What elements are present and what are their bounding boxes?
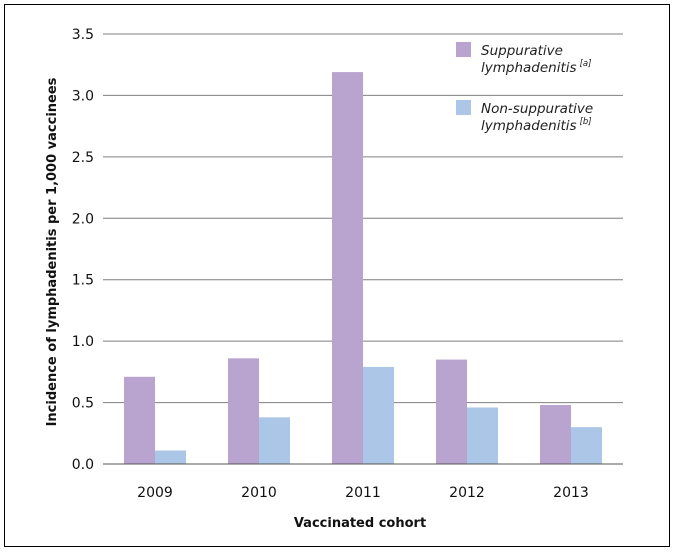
- bar-suppurative-2010: [228, 358, 259, 464]
- chart-frame: [4, 4, 670, 547]
- legend-label-line2: lymphadenitis: [481, 118, 577, 134]
- legend-label-line1: Non-suppurative: [481, 101, 593, 117]
- y-tick-label: 2.5: [72, 150, 94, 166]
- legend-label-line1: Suppurative: [481, 43, 563, 59]
- bar-non-suppurative-2012: [467, 407, 498, 464]
- y-tick-label: 3.5: [72, 27, 94, 43]
- bar-suppurative-2012: [436, 359, 467, 464]
- bars: [124, 72, 602, 464]
- x-tick-label: 2010: [241, 485, 277, 501]
- bar-non-suppurative-2009: [155, 450, 186, 464]
- x-tick-label: 2009: [137, 485, 173, 501]
- y-tick-label: 3.0: [72, 88, 94, 104]
- x-axis-ticks: 2009 2010 2011 2012 2013: [137, 485, 589, 501]
- y-tick-label: 1.0: [72, 334, 94, 350]
- x-tick-label: 2012: [449, 485, 485, 501]
- y-tick-label: 0.0: [72, 457, 94, 473]
- legend-swatch: [456, 42, 471, 57]
- y-axis-title: Incidence of lymphadenitis per 1,000 vac…: [45, 77, 60, 426]
- gridlines: [103, 33, 623, 404]
- x-axis-title: Vaccinated cohort: [294, 516, 426, 531]
- y-tick-label: 1.5: [72, 273, 94, 289]
- legend-label-line2: lymphadenitis: [481, 60, 577, 76]
- y-tick-label: 2.0: [72, 211, 94, 227]
- legend-footnote-marker: [a]: [580, 59, 592, 69]
- y-axis-ticks: 0.0 0.5 1.0 1.5 2.0 2.5 3.0 3.5: [72, 27, 94, 473]
- bar-non-suppurative-2011: [363, 366, 394, 464]
- bar-suppurative-2009: [124, 376, 155, 464]
- legend-footnote-marker: [b]: [580, 117, 592, 127]
- x-tick-label: 2013: [553, 485, 589, 501]
- legend-swatch: [456, 100, 471, 115]
- bar-suppurative-2013: [540, 405, 571, 464]
- bar-non-suppurative-2010: [259, 417, 290, 464]
- bar-non-suppurative-2013: [571, 427, 602, 464]
- y-tick-label: 0.5: [72, 396, 94, 412]
- x-tick-label: 2011: [345, 485, 381, 501]
- bar-suppurative-2011: [332, 72, 363, 464]
